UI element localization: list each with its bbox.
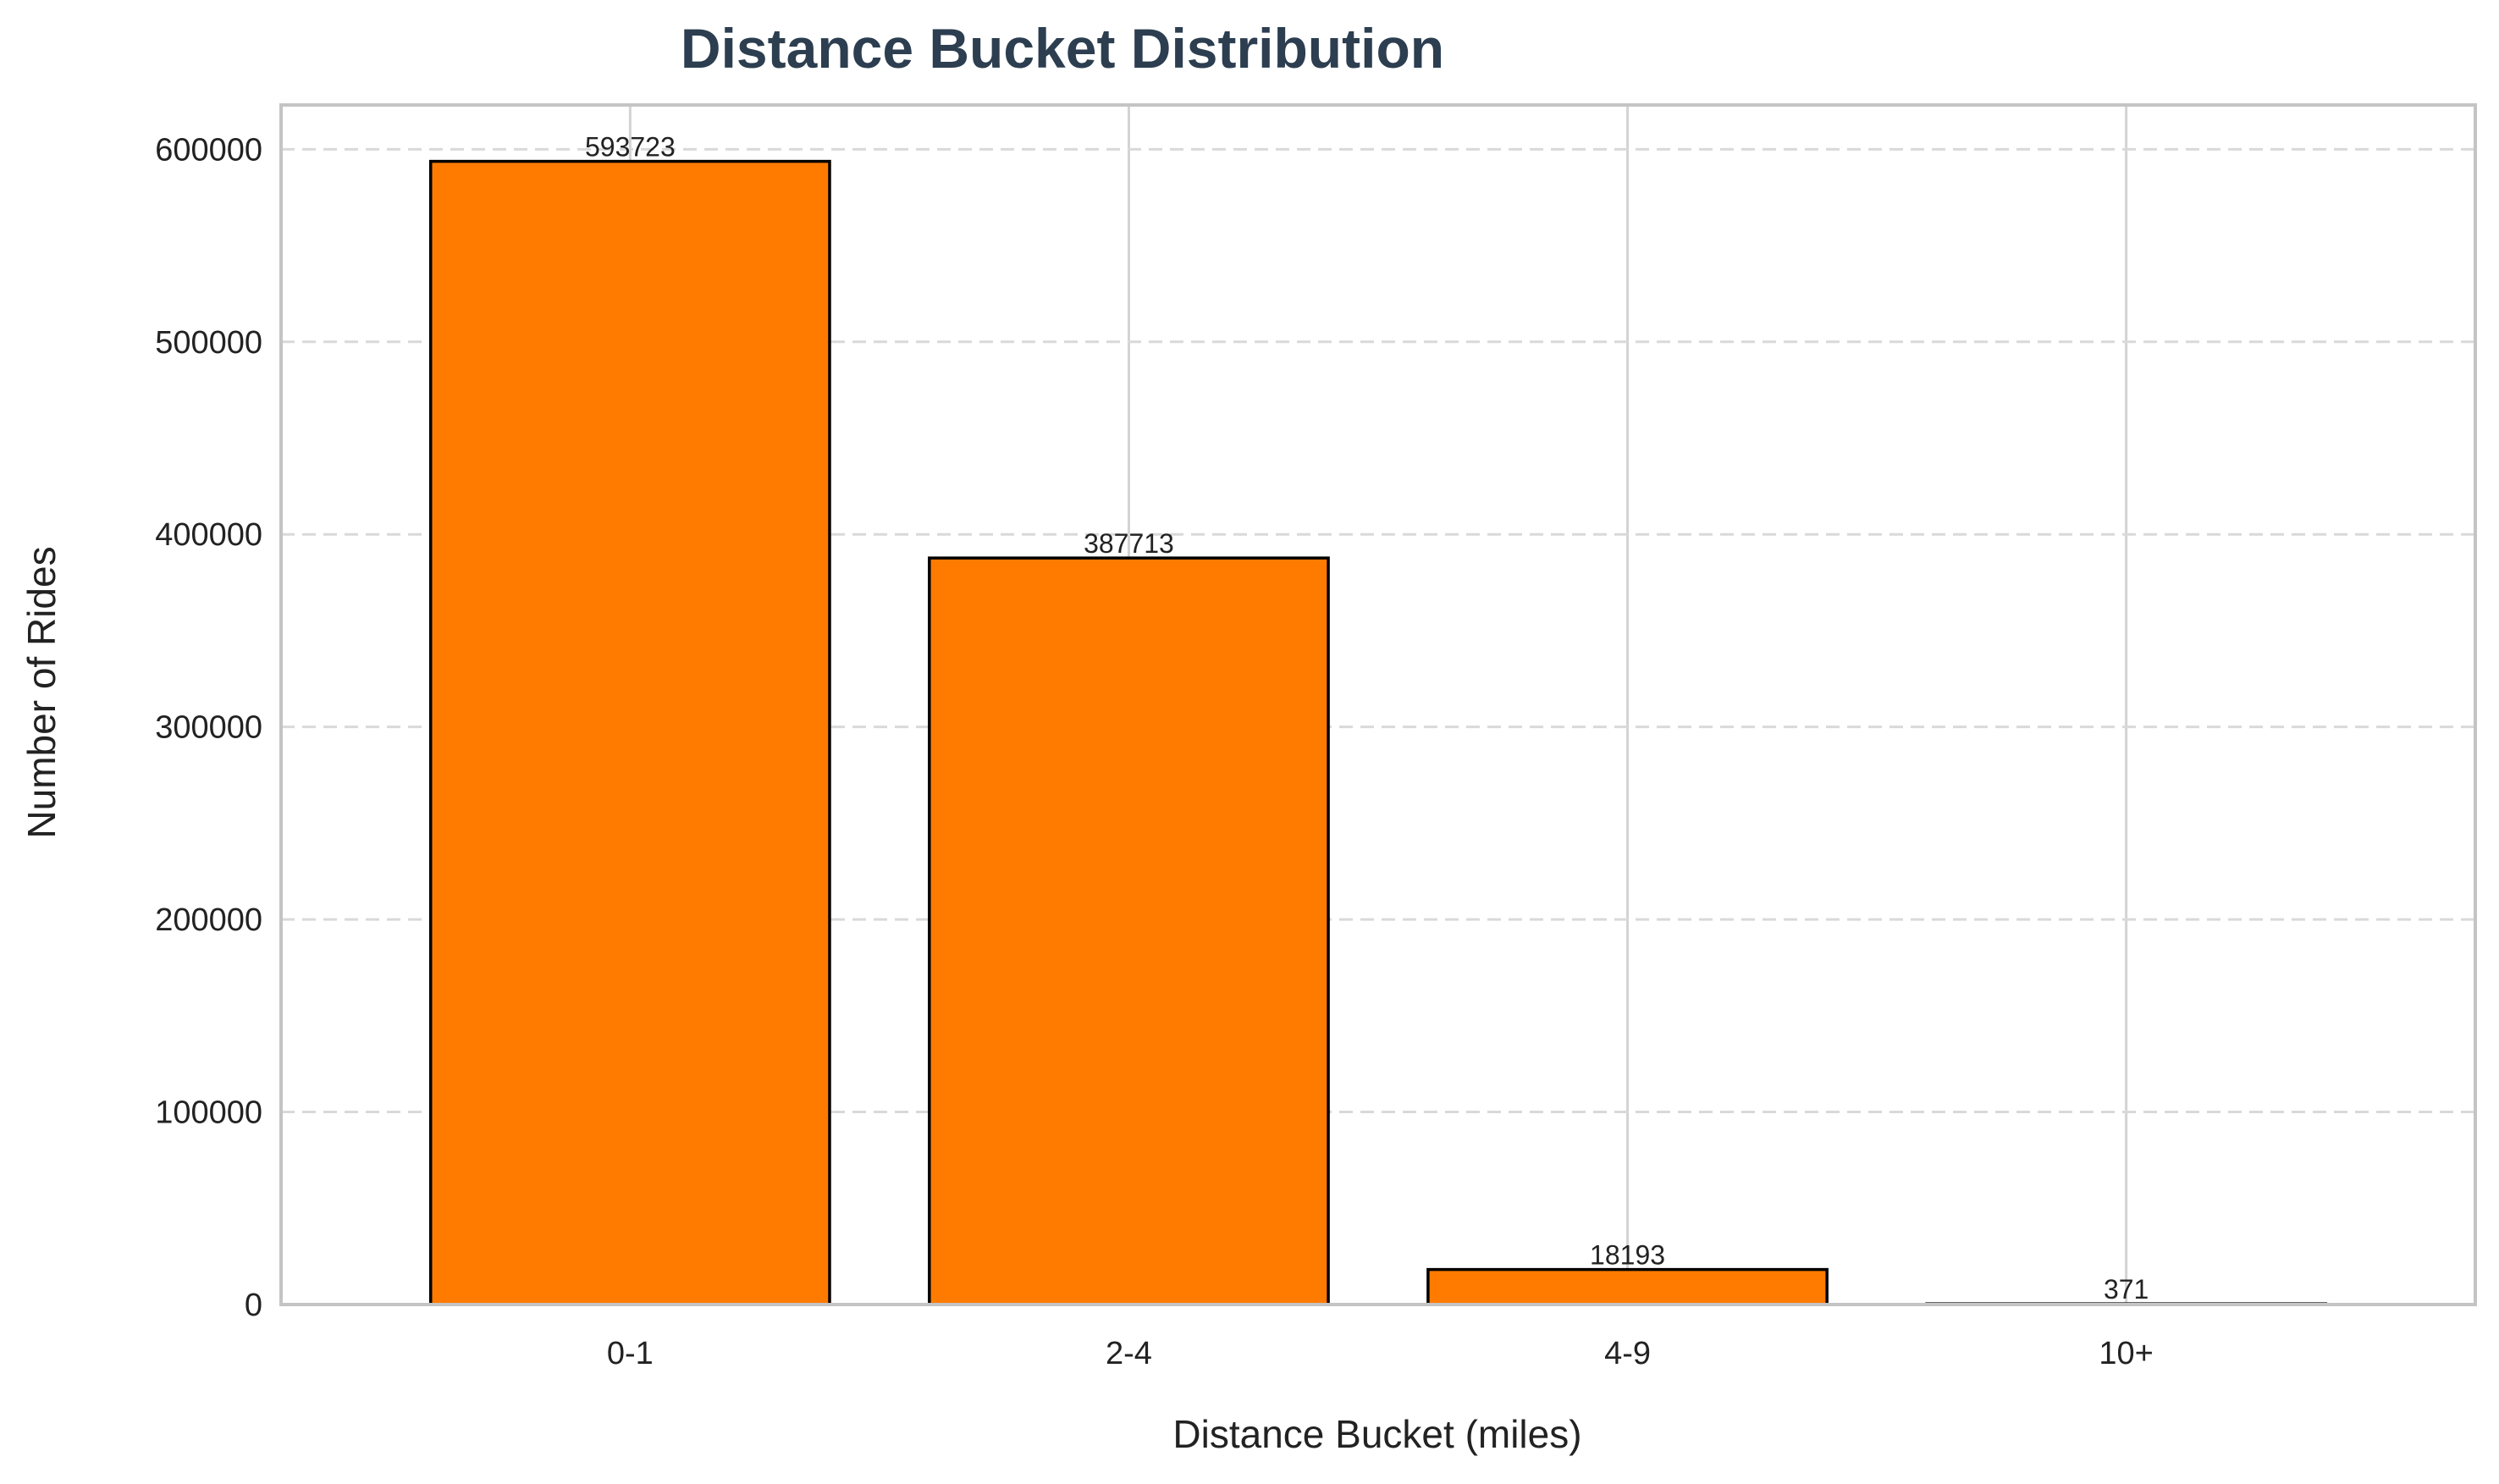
data-label: 387713 bbox=[1084, 528, 1174, 559]
bars bbox=[428, 159, 2328, 1306]
y-tick-label: 300000 bbox=[155, 710, 262, 746]
y-tick-label: 400000 bbox=[155, 517, 262, 553]
x-axis-ticks: 0-1 2-4 4-9 10+ bbox=[607, 1336, 2154, 1371]
y-tick-label: 0 bbox=[245, 1288, 262, 1323]
bar-2-4 bbox=[928, 556, 1330, 1306]
y-axis-label: Number of Rides bbox=[19, 546, 63, 838]
chart-title: Distance Bucket Distribution bbox=[681, 17, 1444, 80]
y-axis-ticks: 0 100000 200000 300000 400000 500000 600000 bbox=[155, 132, 262, 1323]
x-tick-label: 4-9 bbox=[1604, 1336, 1651, 1371]
bar-4-9 bbox=[1426, 1267, 1829, 1306]
x-tick-label: 0-1 bbox=[607, 1336, 654, 1371]
x-axis-label: Distance Bucket (miles) bbox=[1172, 1412, 1581, 1456]
y-tick-label: 200000 bbox=[155, 902, 262, 938]
data-label: 371 bbox=[2104, 1274, 2149, 1305]
y-tick-label: 100000 bbox=[155, 1095, 262, 1131]
data-label: 593723 bbox=[585, 132, 676, 163]
data-label: 18193 bbox=[1590, 1240, 1665, 1271]
plot-frame bbox=[279, 103, 2477, 1306]
y-tick-label: 600000 bbox=[155, 132, 262, 168]
y-tick-label: 500000 bbox=[155, 325, 262, 361]
x-tick-label: 10+ bbox=[2099, 1336, 2153, 1371]
bar-0-1 bbox=[428, 159, 831, 1306]
data-labels: 593723 387713 18193 371 bbox=[585, 132, 2149, 1305]
x-tick-label: 2-4 bbox=[1106, 1336, 1152, 1371]
